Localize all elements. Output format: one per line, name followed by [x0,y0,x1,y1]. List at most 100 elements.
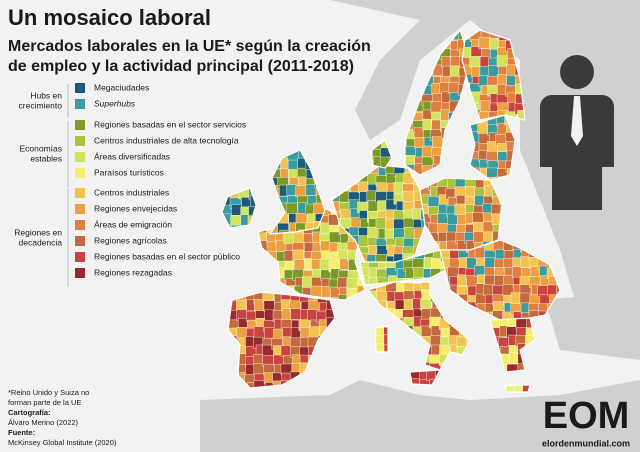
region [473,231,485,243]
region [393,218,405,231]
region-finland [461,29,526,121]
background-land [200,0,640,452]
icon-tie [571,96,583,146]
legend-swatch [75,236,85,246]
legend-group-label: decadencia [19,237,63,247]
legend-group-label: Hubs en [30,90,62,100]
region-sweden [404,28,471,176]
subtitle: de empleo y la actividad principal (2011… [8,58,354,75]
legend-label: Paraísos turísticos [94,167,164,177]
legend-swatch [75,188,85,198]
icon-body [540,95,614,210]
legend-label: Centros industriales de alta tecnología [94,135,239,145]
region-crete [504,384,531,393]
region [338,294,350,300]
region-sardinia [374,325,389,353]
region-baltics [469,114,516,181]
region [329,231,341,244]
title: Un mosaico laboral [8,5,211,30]
region [413,266,426,279]
region [421,145,434,158]
region [293,232,305,245]
region [310,285,323,298]
region [383,344,388,352]
legend-swatch [75,83,85,93]
region-sicily [409,369,442,386]
region [556,284,560,296]
region [420,209,425,221]
legend-group-label: Regiones en [14,227,62,237]
region-germany-benelux [331,164,426,266]
credit: Álvaro Merino (2022) [8,418,79,427]
region [402,190,415,203]
region [430,101,443,113]
region [496,55,509,67]
region-denmark [371,139,393,169]
region [519,292,532,305]
footnote: *Reino Unido y Suiza no [8,388,89,397]
region [469,56,481,68]
region [522,385,530,392]
legend-label: Regiones basadas en el sector público [94,251,240,261]
region [330,297,343,300]
legend-label: Áreas de emigración [94,219,172,229]
region [477,122,489,134]
region [427,196,440,208]
legend-label: Regiones envejecidas [94,203,177,213]
legend-swatch [75,120,85,130]
region-balkans [439,239,561,321]
legend-label: Áreas diversificadas [94,151,170,161]
region-iberia [227,291,336,389]
subtitle: Mercados laborales en la UE* según la cr… [8,38,371,55]
land-south [200,380,640,452]
region [448,82,460,94]
legend-label: Regiones basadas en el sector servicios [94,119,246,129]
region-italy [366,281,471,371]
region-ireland [221,187,257,229]
source: McKinsey Global Institute (2020) [8,438,117,447]
icon-head [560,55,594,89]
region [486,177,499,180]
logo: EOM [543,395,630,437]
footnote: forman parte de la UE [8,398,81,407]
region-alps [359,249,457,286]
person-icon [540,55,614,210]
region [496,74,509,86]
source-label: Fuente: [8,428,35,437]
legend-group-label: Economías [19,143,62,153]
region-uk [268,149,326,235]
region [286,202,298,215]
legend-swatch [75,136,85,146]
legend-group-label: estables [30,153,62,163]
land-north-east [330,0,640,330]
region [421,219,425,231]
region [484,274,496,287]
region [480,100,492,112]
region [277,222,289,234]
legend-swatch [75,204,85,214]
legend-swatch [75,268,85,278]
credit-label: Cartografía: [8,408,51,417]
region-poland-czechia [419,177,503,251]
legend-swatch [75,252,85,262]
region [230,215,242,227]
land-turkey [545,290,640,360]
region [454,203,466,216]
region [517,110,525,120]
region [290,308,302,320]
region [383,334,388,346]
region [419,379,431,385]
region-greece [489,317,536,373]
legend-label: Superhubs [94,98,136,108]
region [383,327,388,339]
legend-label: Regiones agrícolas [94,235,167,245]
legend-swatch [75,99,85,109]
region [478,37,491,49]
region [279,229,291,234]
legend-group-label: crecimiento [19,100,63,110]
legend-swatch [75,220,85,230]
